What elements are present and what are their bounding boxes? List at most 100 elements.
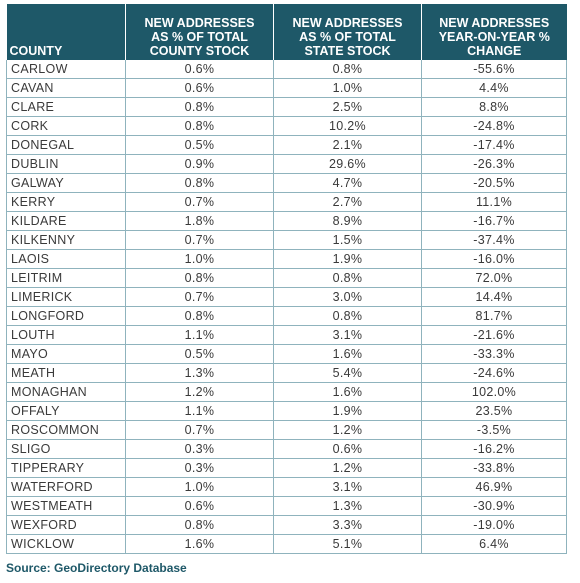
table-row: WATERFORD 1.0% 3.1% 46.9%	[6, 477, 567, 497]
yoy-change-cell: 4.4%	[421, 78, 567, 98]
county-stock-cell: 0.9%	[125, 154, 274, 174]
state-stock-cell: 8.9%	[273, 211, 422, 231]
table-row: LIMERICK 0.7% 3.0% 14.4%	[6, 287, 567, 307]
table-row: LOUTH 1.1% 3.1% -21.6%	[6, 325, 567, 345]
header-state-stock-line-1: NEW ADDRESSES	[292, 16, 403, 30]
county-cell: MEATH	[6, 363, 126, 383]
county-cell: TIPPERARY	[6, 458, 126, 478]
state-stock-cell: 5.1%	[273, 534, 422, 554]
yoy-change-cell: 11.1%	[421, 192, 567, 212]
table-header: COUNTY NEW ADDRESSES AS % OF TOTAL COUNT…	[6, 4, 567, 60]
county-stock-cell: 0.7%	[125, 230, 274, 250]
county-stock-cell: 0.8%	[125, 97, 274, 117]
state-stock-cell: 1.6%	[273, 344, 422, 364]
county-cell: WATERFORD	[6, 477, 126, 497]
county-cell: KERRY	[6, 192, 126, 212]
table-body: CARLOW 0.6% 0.8% -55.6% CAVAN 0.6% 1.0% 4.4% CLA…	[6, 60, 567, 554]
county-cell: LEITRIM	[6, 268, 126, 288]
table-row: KILDARE 1.8% 8.9% -16.7%	[6, 211, 567, 231]
county-stock-cell: 0.6%	[125, 60, 274, 79]
state-stock-cell: 5.4%	[273, 363, 422, 383]
yoy-change-cell: 14.4%	[421, 287, 567, 307]
header-row: COUNTY NEW ADDRESSES AS % OF TOTAL COUNT…	[6, 4, 567, 60]
county-stock-cell: 1.8%	[125, 211, 274, 231]
county-cell: WESTMEATH	[6, 496, 126, 516]
yoy-change-cell: -33.8%	[421, 458, 567, 478]
county-stock-cell: 0.7%	[125, 420, 274, 440]
header-county: COUNTY	[6, 4, 126, 60]
state-stock-cell: 1.9%	[273, 249, 422, 269]
table-row: WESTMEATH 0.6% 1.3% -30.9%	[6, 496, 567, 516]
table-row: MONAGHAN 1.2% 1.6% 102.0%	[6, 382, 567, 402]
county-stock-cell: 0.8%	[125, 306, 274, 326]
state-stock-cell: 1.3%	[273, 496, 422, 516]
yoy-change-cell: 6.4%	[421, 534, 567, 554]
table-row: WEXFORD 0.8% 3.3% -19.0%	[6, 515, 567, 535]
county-stock-cell: 0.8%	[125, 268, 274, 288]
county-stock-cell: 0.5%	[125, 135, 274, 155]
yoy-change-cell: 23.5%	[421, 401, 567, 421]
state-stock-cell: 0.8%	[273, 306, 422, 326]
county-cell: MONAGHAN	[6, 382, 126, 402]
state-stock-cell: 4.7%	[273, 173, 422, 193]
table-row: ROSCOMMON 0.7% 1.2% -3.5%	[6, 420, 567, 440]
yoy-change-cell: -33.3%	[421, 344, 567, 364]
county-stock-cell: 1.6%	[125, 534, 274, 554]
county-cell: DUBLIN	[6, 154, 126, 174]
county-stock-cell: 1.1%	[125, 401, 274, 421]
county-cell: LAOIS	[6, 249, 126, 269]
state-stock-cell: 1.2%	[273, 420, 422, 440]
county-cell: SLIGO	[6, 439, 126, 459]
county-stock-cell: 1.1%	[125, 325, 274, 345]
county-cell: CLARE	[6, 97, 126, 117]
table-row: GALWAY 0.8% 4.7% -20.5%	[6, 173, 567, 193]
county-cell: DONEGAL	[6, 135, 126, 155]
county-stock-cell: 0.6%	[125, 78, 274, 98]
state-stock-cell: 3.3%	[273, 515, 422, 535]
yoy-change-cell: -3.5%	[421, 420, 567, 440]
yoy-change-cell: -21.6%	[421, 325, 567, 345]
county-stock-cell: 0.3%	[125, 439, 274, 459]
table-row: DONEGAL 0.5% 2.1% -17.4%	[6, 135, 567, 155]
table-row: CORK 0.8% 10.2% -24.8%	[6, 116, 567, 136]
state-stock-cell: 10.2%	[273, 116, 422, 136]
county-cell: LIMERICK	[6, 287, 126, 307]
yoy-change-cell: -19.0%	[421, 515, 567, 535]
yoy-change-cell: -16.2%	[421, 439, 567, 459]
county-stock-cell: 0.7%	[125, 192, 274, 212]
header-state-stock-line-3: STATE STOCK	[304, 44, 391, 58]
yoy-change-cell: -26.3%	[421, 154, 567, 174]
county-stock-cell: 1.2%	[125, 382, 274, 402]
county-cell: KILKENNY	[6, 230, 126, 250]
state-stock-cell: 2.1%	[273, 135, 422, 155]
county-stock-cell: 1.0%	[125, 249, 274, 269]
yoy-change-cell: -16.0%	[421, 249, 567, 269]
header-state-stock: NEW ADDRESSES AS % OF TOTAL STATE STOCK	[273, 4, 422, 60]
county-cell: ROSCOMMON	[6, 420, 126, 440]
county-stock-cell: 0.7%	[125, 287, 274, 307]
source-note: Source: GeoDirectory Database	[6, 561, 187, 575]
county-stock-cell: 0.6%	[125, 496, 274, 516]
yoy-change-cell: -16.7%	[421, 211, 567, 231]
county-cell: LOUTH	[6, 325, 126, 345]
state-stock-cell: 0.8%	[273, 60, 422, 79]
table-row: CLARE 0.8% 2.5% 8.8%	[6, 97, 567, 117]
header-yoy-change-line-3: CHANGE	[467, 44, 522, 58]
table-row: MAYO 0.5% 1.6% -33.3%	[6, 344, 567, 364]
table-row: LEITRIM 0.8% 0.8% 72.0%	[6, 268, 567, 288]
yoy-change-cell: 72.0%	[421, 268, 567, 288]
state-stock-cell: 2.5%	[273, 97, 422, 117]
table-row: LAOIS 1.0% 1.9% -16.0%	[6, 249, 567, 269]
table-row: KILKENNY 0.7% 1.5% -37.4%	[6, 230, 567, 250]
state-stock-cell: 0.6%	[273, 439, 422, 459]
yoy-change-cell: 8.8%	[421, 97, 567, 117]
county-stock-cell: 0.8%	[125, 515, 274, 535]
yoy-change-cell: -17.4%	[421, 135, 567, 155]
yoy-change-cell: -24.8%	[421, 116, 567, 136]
state-stock-cell: 1.2%	[273, 458, 422, 478]
county-stock-cell: 0.8%	[125, 173, 274, 193]
state-stock-cell: 3.1%	[273, 477, 422, 497]
state-stock-cell: 3.1%	[273, 325, 422, 345]
county-cell: MAYO	[6, 344, 126, 364]
state-stock-cell: 3.0%	[273, 287, 422, 307]
